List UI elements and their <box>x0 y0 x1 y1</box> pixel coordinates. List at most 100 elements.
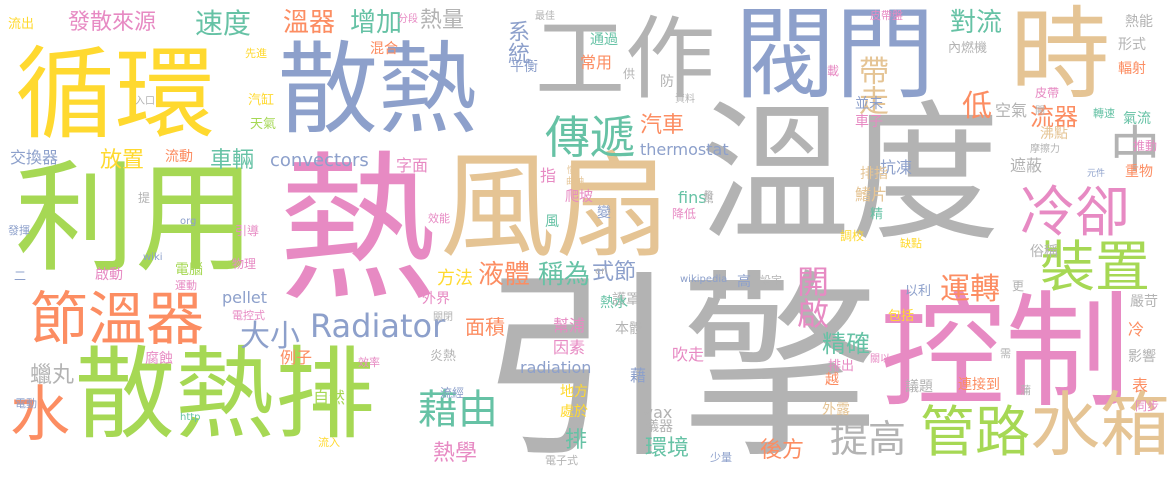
word-through: 流經 <box>440 386 465 400</box>
word-size: 大小 <box>240 319 300 354</box>
word-blow-away: 吹走 <box>672 345 705 364</box>
word-climb: 爬坡 <box>565 189 593 205</box>
word-pump: 幫浦 <box>553 316 586 335</box>
word-advanced: 先進 <box>245 47 267 60</box>
word-area: 面積 <box>465 315 505 339</box>
word-pulley: 皮帶盤 <box>870 9 903 22</box>
word-water-tank: 水箱 <box>1030 384 1170 466</box>
word-liquid: 液體 <box>478 260 531 290</box>
word-segment: 分段 <box>398 14 418 25</box>
word-related: 關以 <box>870 354 890 365</box>
word-car: 汽車 <box>640 113 685 138</box>
word-valve: 閥門 <box>735 0 935 113</box>
word-heat: 熱 <box>278 136 439 323</box>
word-commonly: 俗稱 <box>1030 244 1058 260</box>
word-setting: 設定 <box>760 274 782 287</box>
word-pu: 蒲 <box>1020 384 1031 397</box>
word-computer: 電腦 <box>175 262 203 278</box>
word-outflow: 流出 <box>8 17 35 32</box>
word-optimal: 最佳 <box>535 11 555 22</box>
word-hot: 炎熱 <box>430 349 457 364</box>
word-boiling: 沸點 <box>1040 126 1068 142</box>
word-exposed: 外露 <box>822 402 850 418</box>
word-lift: 提 <box>138 191 151 205</box>
word-by: 藉 <box>630 366 647 385</box>
word-circulation: 循環 <box>15 36 215 153</box>
word-fins: fins <box>678 188 707 207</box>
word-environment: 環境 <box>645 436 690 461</box>
word-precise: 精確 <box>822 330 870 358</box>
word-motion: 運動 <box>175 279 197 292</box>
word-surface: 表 <box>1132 376 1149 395</box>
word-instrument: 儀器 <box>645 419 673 435</box>
word-row: 排 <box>565 428 588 453</box>
word-convection: 對流 <box>950 8 1003 38</box>
word-control: 控制 <box>880 280 1130 425</box>
word-org: org <box>180 216 197 227</box>
word-time: 時 <box>1010 0 1110 113</box>
word-utilize: 利用 <box>15 150 255 289</box>
word-hot-water: 熱水 <box>600 295 628 311</box>
word-inflow: 流入 <box>318 436 340 449</box>
word-electronic: 電子式 <box>545 454 578 467</box>
word-more: 更 <box>1012 279 1025 293</box>
word-airflow: 氣流 <box>1123 111 1151 127</box>
word-high: 高 <box>737 274 751 290</box>
word-thermostat-en: thermostat <box>640 140 729 159</box>
word-factor: 因素 <box>553 338 586 357</box>
word-vehicle: 車輛 <box>210 148 255 173</box>
word-harsh: 嚴苛 <box>1130 294 1158 310</box>
word-speed: 速度 <box>195 7 252 40</box>
word-middle: 中 <box>1110 121 1160 179</box>
word-radiator-en: Radiator <box>310 307 446 345</box>
word-belt: 皮帶 <box>1035 86 1060 100</box>
word-pass: 通過 <box>590 32 618 48</box>
word-electric: 電動 <box>15 397 37 410</box>
word-electronic-control: 電控式 <box>232 309 265 322</box>
word-located: 處於 <box>560 404 588 420</box>
word-temperature: 溫度 <box>700 88 1001 262</box>
word-transfer: 傳遞 <box>545 111 636 164</box>
word-wax-pellet: 蠟丸 <box>30 363 75 388</box>
word-sync: 同步 <box>1135 399 1160 413</box>
word-increase: 增加 <box>350 8 403 38</box>
word-cooling: 冷卻 <box>1020 180 1131 244</box>
word-two: 二 <box>14 269 27 283</box>
word-wind: 風 <box>545 214 559 230</box>
word-radiator-row: 散熱排 <box>75 336 375 453</box>
word-friction: 摩擦力 <box>1030 144 1060 155</box>
word-guard: 護罩 <box>612 292 640 308</box>
word-heavy: 重物 <box>1125 164 1153 180</box>
word-carry-away: 帶走 <box>853 55 888 115</box>
word-connect: 連接到 <box>958 377 1000 393</box>
word-radiate: 輻射 <box>1118 61 1146 77</box>
word-habit: 慣 <box>567 166 577 176</box>
word-heat-energy: 熱能 <box>1125 14 1153 30</box>
word-operate: 運轉 <box>940 272 1000 307</box>
word-physics: 物理 <box>232 257 257 271</box>
word-wikipedia: wikipedia <box>680 274 728 285</box>
word-heat-amount: 熱量 <box>420 8 465 33</box>
word-balance: 平衡 <box>510 59 538 75</box>
word-close: 關閉 <box>433 312 453 323</box>
word-en: en <box>595 266 608 277</box>
word-thermodynamics: 熱學 <box>433 441 478 466</box>
word-thermostat: 節溫器 <box>30 285 205 353</box>
word-crankshaft: 曲軸 <box>566 177 585 187</box>
word-heat-dissipation: 散熱 <box>278 31 478 148</box>
word-weather: 天氣 <box>250 117 277 132</box>
word-improve: 提高 <box>830 417 907 461</box>
word-more-yue: 越 <box>825 372 839 388</box>
word-antifreeze: 抗凍 <box>880 158 913 177</box>
word-water: 水 <box>10 380 70 450</box>
word-mix: 混合 <box>370 41 398 57</box>
word-drawback: 缺點 <box>900 237 922 250</box>
word-coin: 幣 <box>704 191 714 201</box>
word-shield: 遮蔽 <box>1010 156 1043 175</box>
word-wiki: wiki <box>143 252 163 263</box>
word-called: 稱為 <box>538 260 591 290</box>
word-example: 例子 <box>280 348 313 367</box>
word-rear: 後方 <box>760 438 805 463</box>
word-literal: 字面 <box>396 156 429 175</box>
